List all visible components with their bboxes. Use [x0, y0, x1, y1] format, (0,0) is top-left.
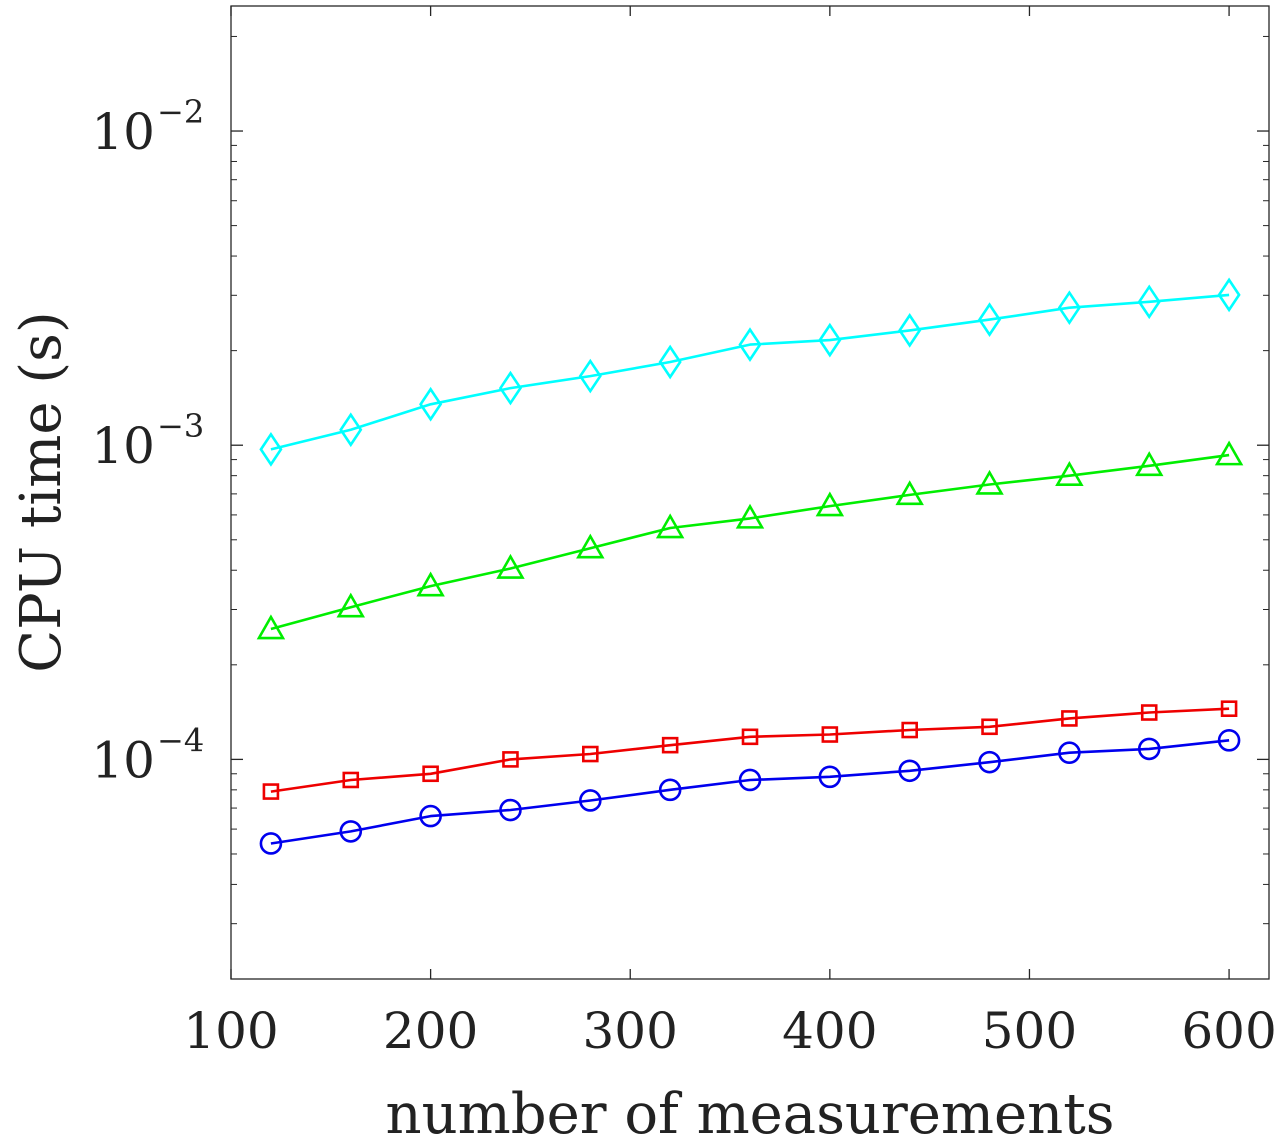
data-point-circle [978, 750, 1001, 774]
series-line-blue-circle [270, 739, 1230, 845]
x-tick-label: 600 [1181, 1002, 1276, 1060]
data-point-triangle [1214, 440, 1244, 466]
x-tick-label: 500 [982, 1002, 1077, 1060]
data-point-diamond [578, 358, 602, 394]
data-point-square [901, 721, 918, 739]
data-point-triangle [975, 469, 1004, 495]
data-point-square [502, 751, 519, 768]
data-point-square [422, 765, 439, 783]
data-point-circle [818, 765, 842, 789]
data-point-circle [658, 778, 682, 802]
data-point-circle [738, 768, 762, 792]
y-tick-label-exponent: −4 [157, 721, 204, 759]
x-tick-label: 100 [183, 1002, 278, 1060]
data-point-diamond [977, 302, 1002, 337]
data-point-circle [1058, 741, 1081, 765]
data-point-triangle [1134, 451, 1164, 477]
data-point-circle [419, 804, 442, 828]
data-point-square [981, 718, 998, 736]
data-point-circle [1217, 729, 1241, 752]
data-point-diamond [1137, 284, 1161, 320]
data-point-square [1140, 704, 1158, 721]
series-line-green-triangle [270, 453, 1230, 631]
data-series [256, 277, 1244, 855]
data-point-diamond [898, 313, 922, 348]
data-point-diamond [818, 322, 842, 358]
data-point-circle [339, 820, 363, 843]
data-point-triangle [735, 503, 765, 529]
data-point-triangle [1055, 461, 1084, 486]
data-point-circle [499, 798, 522, 822]
data-point-square [821, 726, 839, 743]
axis-ticks [230, 6, 1269, 980]
plot-frame [230, 5, 1270, 980]
data-point-diamond [498, 370, 523, 406]
data-point-square [1220, 700, 1238, 717]
x-axis-title: number of measurements [386, 1082, 1115, 1141]
data-point-triangle [815, 491, 845, 517]
data-point-triangle [416, 571, 445, 597]
data-point-square [582, 745, 599, 763]
y-tick-label-exponent: −3 [157, 407, 204, 445]
data-point-square [661, 736, 679, 754]
data-point-triangle [895, 480, 924, 506]
data-point-circle [1137, 737, 1161, 761]
y-tick-label-exponent: −2 [157, 93, 204, 131]
data-point-diamond [259, 432, 283, 467]
series-line-cyan-diamond [270, 293, 1230, 451]
y-tick-label: 10 [91, 731, 155, 789]
data-point-diamond [339, 412, 363, 448]
y-axis-title: CPU time (s) [9, 311, 74, 672]
data-point-square [342, 771, 360, 789]
data-point-triangle [256, 614, 286, 640]
data-point-circle [579, 789, 602, 812]
data-point-square [1061, 710, 1078, 727]
data-point-diamond [1217, 277, 1241, 313]
y-tick-label: 10 [91, 417, 155, 475]
x-tick-label: 200 [383, 1002, 478, 1060]
data-point-square [262, 783, 280, 800]
y-tick-label: 10 [91, 103, 155, 161]
data-point-diamond [738, 327, 762, 362]
data-point-circle [259, 832, 283, 855]
data-point-triangle [336, 592, 366, 618]
data-point-diamond [419, 386, 443, 422]
x-tick-label: 400 [782, 1002, 877, 1060]
data-point-triangle [576, 533, 605, 559]
data-point-square [741, 728, 759, 746]
series-line-red-square [270, 707, 1230, 793]
data-point-triangle [496, 553, 525, 579]
data-point-triangle [655, 513, 685, 539]
data-point-diamond [658, 344, 682, 380]
x-tick-label: 300 [583, 1002, 678, 1060]
data-point-circle [898, 759, 921, 783]
data-point-diamond [1057, 290, 1081, 326]
